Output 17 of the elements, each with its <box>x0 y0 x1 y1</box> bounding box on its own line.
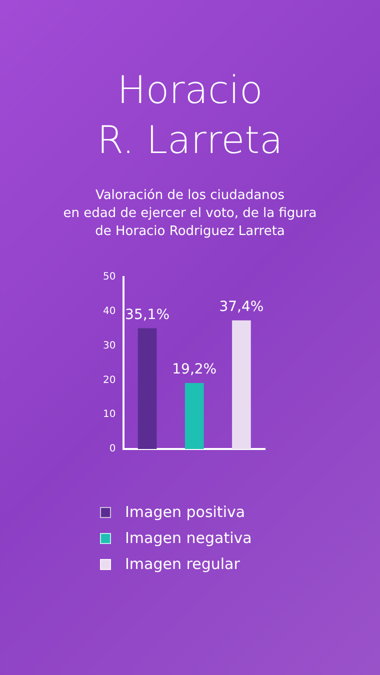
y-tick-label: 20 <box>102 374 116 386</box>
y-tick-label: 0 <box>109 444 116 455</box>
bar <box>184 382 204 449</box>
y-tick-label: 50 <box>102 272 116 283</box>
y-tick-label: 40 <box>102 306 116 317</box>
y-tick-label: 30 <box>102 340 116 352</box>
y-tick-label: 10 <box>102 409 116 420</box>
chart-title: Horacio R. Larreta <box>96 67 284 164</box>
data-label: 35,1% <box>125 306 170 323</box>
bar <box>232 320 251 449</box>
legend-label: Imagen regular <box>125 555 240 573</box>
legend-label: Imagen negativa <box>125 529 252 547</box>
legend-label: Imagen positiva <box>125 503 246 521</box>
bar <box>138 328 157 449</box>
data-label: 19,2% <box>172 362 217 378</box>
data-label: 37,4% <box>219 298 264 315</box>
chart-subtitle: Valoración de los ciudadanos en edad de ejercer el voto, de la figura de Horacio Rodriguez Larreta <box>62 187 318 241</box>
